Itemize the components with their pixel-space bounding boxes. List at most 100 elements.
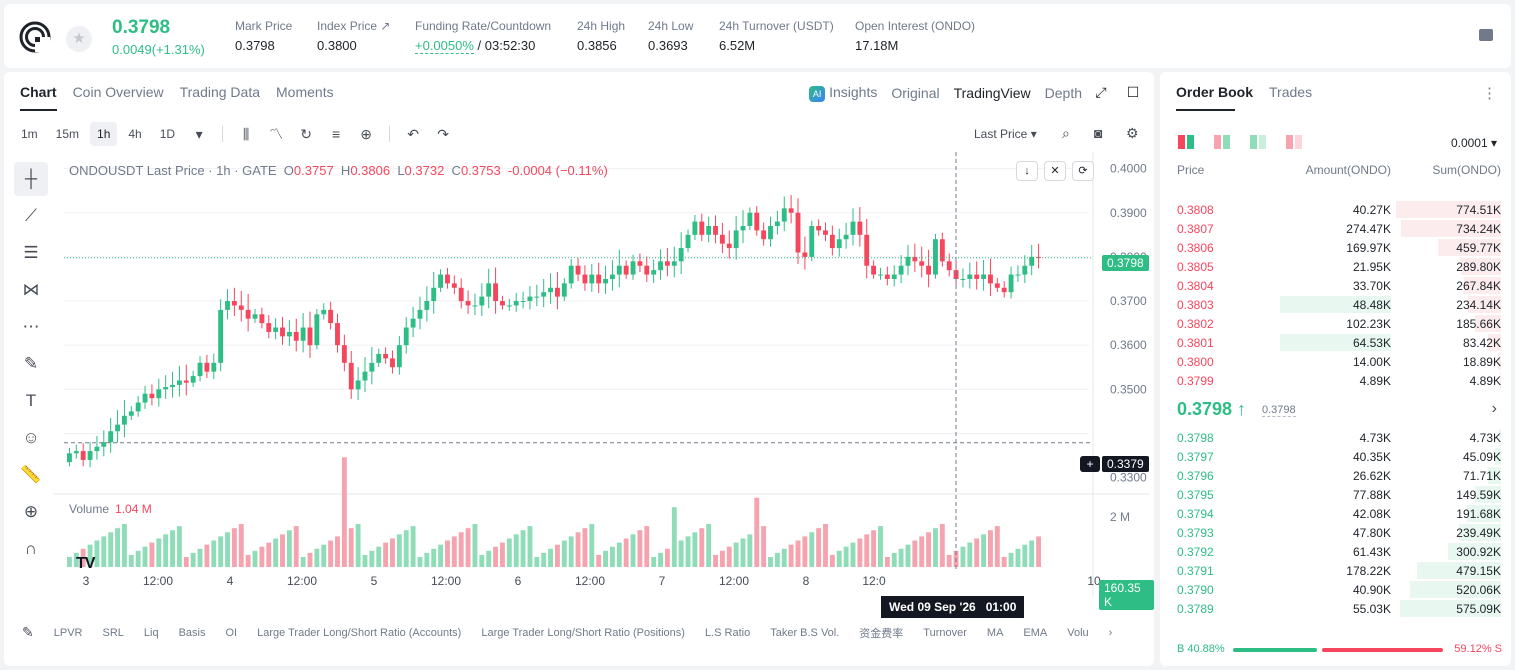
indicator-ema[interactable]: EMA — [1023, 626, 1048, 639]
tab-depth[interactable]: Depth — [1044, 85, 1082, 101]
tab-trades[interactable]: Trades — [1269, 84, 1313, 100]
ask-row[interactable]: 0.3802 102.23K 185.66K — [1160, 314, 1511, 333]
indicator-srl[interactable]: SRL — [102, 626, 124, 639]
timeframe-1h[interactable]: 1h — [90, 122, 118, 146]
undo-icon[interactable]: ↶ — [407, 125, 419, 142]
ask-row[interactable]: 0.3804 33.70K 267.84K — [1160, 276, 1511, 295]
collapse-button[interactable]: ✕ — [1044, 161, 1066, 181]
crosshair-icon[interactable]: ┼ — [14, 162, 48, 196]
tab-insights[interactable]: AI Insights — [809, 84, 877, 102]
redo-icon[interactable]: ↷ — [437, 125, 449, 142]
ask-row[interactable]: 0.3808 40.27K 774.51K — [1160, 200, 1511, 219]
favorite-star-icon[interactable]: ★ — [66, 26, 92, 52]
indicator-turnover[interactable]: Turnover — [923, 626, 967, 639]
bid-row[interactable]: 0.3792 61.43K 300.92K — [1160, 542, 1511, 561]
chevron-right-icon[interactable]: › — [1491, 400, 1497, 417]
layout-asks-icon[interactable] — [1286, 135, 1302, 149]
indicator-taker-vol[interactable]: Taker B.S Vol. — [770, 626, 840, 639]
tab-original[interactable]: Original — [891, 85, 940, 101]
bid-row[interactable]: 0.3789 55.03K 575.09K — [1160, 599, 1511, 618]
camera-icon[interactable]: ◙ — [1094, 125, 1103, 141]
magnet-icon[interactable]: ∩ — [24, 539, 38, 558]
candle-body — [225, 301, 230, 310]
notes-icon[interactable] — [1479, 29, 1493, 41]
expand-icon[interactable]: ⤢ — [1095, 84, 1107, 100]
tab-moments[interactable]: Moments — [276, 84, 334, 100]
more-menu-icon[interactable]: ⋮ — [1482, 85, 1497, 102]
indicator-lt-accounts[interactable]: Large Trader Long/Short Ratio (Accounts) — [257, 626, 462, 639]
search-icon[interactable]: ⌕ — [1062, 125, 1070, 141]
layout-both-icon[interactable] — [1178, 135, 1194, 149]
fib-icon[interactable]: ⋯ — [22, 317, 40, 336]
pattern-icon[interactable]: ⋈ — [22, 280, 40, 299]
indicator-funding-rate[interactable]: 资金费率 — [859, 627, 904, 640]
bid-row[interactable]: 0.3794 42.08K 191.68K — [1160, 504, 1511, 523]
bid-row[interactable]: 0.3798 4.73K 4.73K — [1160, 428, 1511, 447]
time-tick-label: 12:00 — [287, 574, 317, 588]
ask-row[interactable]: 0.3801 64.53K 83.42K — [1160, 333, 1511, 352]
bid-row[interactable]: 0.3790 40.90K 520.06K — [1160, 580, 1511, 599]
timeframe-1d[interactable]: 1D — [159, 127, 176, 141]
volume-bar — [685, 536, 691, 567]
horizontal-lines-icon[interactable]: ☰ — [23, 243, 39, 262]
scroll-down-button[interactable]: ↓ — [1016, 161, 1038, 181]
indicator-oi[interactable]: OI — [225, 626, 238, 639]
timeframe-15m[interactable]: 15m — [55, 127, 80, 141]
depth-bar — [1400, 600, 1501, 617]
indicator-ls-ratio[interactable]: L.S Ratio — [704, 626, 751, 639]
fullscreen-square-icon[interactable]: ☐ — [1126, 84, 1140, 100]
ask-row[interactable]: 0.3806 169.97K 459.77K — [1160, 238, 1511, 257]
bid-row[interactable]: 0.3796 26.62K 71.71K — [1160, 466, 1511, 485]
bid-row[interactable]: 0.3797 40.35K 45.09K — [1160, 447, 1511, 466]
indicator-liq[interactable]: Liq — [143, 626, 159, 639]
timeframe-dropdown-icon[interactable]: ▾ — [195, 125, 203, 142]
brush-icon[interactable]: ✎ — [23, 354, 39, 373]
stat-index-price[interactable]: Index Price ↗ 0.3800 — [317, 19, 391, 53]
volume-bar — [280, 534, 285, 567]
price-source-select[interactable]: Last Price ▾ — [974, 127, 1037, 141]
timeframe-1m[interactable]: 1m — [21, 127, 38, 141]
refresh-button[interactable]: ⟳ — [1072, 161, 1094, 181]
layout-split-icon[interactable] — [1214, 135, 1230, 149]
indicator-volume[interactable]: Volu — [1067, 626, 1089, 639]
ask-row[interactable]: 0.3803 48.48K 234.14K — [1160, 295, 1511, 314]
tab-trading-data[interactable]: Trading Data — [179, 84, 261, 100]
ask-row[interactable]: 0.3799 4.89K 4.89K — [1160, 371, 1511, 390]
precision-select[interactable]: 0.0001 ▾ — [1450, 136, 1497, 150]
edit-pen-icon[interactable]: ✎ — [22, 624, 34, 640]
chevron-right-icon[interactable]: › — [1108, 626, 1113, 639]
indicator-lpvr[interactable]: LPVR — [53, 626, 83, 639]
add-indicator-icon[interactable]: ⊕ — [360, 125, 372, 142]
tab-tradingview[interactable]: TradingView — [953, 85, 1031, 101]
bid-row[interactable]: 0.3791 178.22K 479.15K — [1160, 561, 1511, 580]
tab-chart[interactable]: Chart — [20, 84, 57, 111]
zoom-in-icon[interactable]: ⊕ — [23, 502, 39, 521]
ask-row[interactable]: 0.3807 274.47K 734.24K — [1160, 219, 1511, 238]
emoji-icon[interactable]: ☺ — [22, 428, 40, 447]
ask-row[interactable]: 0.3805 21.95K 289.80K — [1160, 257, 1511, 276]
bid-price: 0.3792 — [1177, 545, 1214, 559]
trend-line-icon[interactable]: ⟋ — [25, 206, 37, 225]
indicator-lt-positions[interactable]: Large Trader Long/Short Ratio (Positions… — [481, 626, 685, 639]
indicator-basis[interactable]: Basis — [178, 626, 206, 639]
bid-row[interactable]: 0.3793 47.80K 239.49K — [1160, 523, 1511, 542]
price-chart[interactable]: 0.40000.39000.38000.37000.36000.35000.33… — [54, 152, 1149, 597]
ask-row[interactable]: 0.3800 14.00K 18.89K — [1160, 352, 1511, 371]
text-tool-icon[interactable]: T — [25, 391, 37, 410]
candle-body — [994, 283, 1000, 288]
bid-row[interactable]: 0.3795 77.88K 149.59K — [1160, 485, 1511, 504]
indicators-icon[interactable]: 〽 — [269, 126, 284, 142]
replay-icon[interactable]: ↻ — [300, 125, 312, 142]
timeframe-4h[interactable]: 4h — [128, 127, 142, 141]
tab-order-book[interactable]: Order Book — [1176, 84, 1254, 111]
layout-bids-icon[interactable] — [1250, 135, 1266, 149]
candle-body — [692, 221, 698, 235]
add-alert-icon[interactable]: + — [1080, 456, 1100, 472]
ruler-icon[interactable]: 📏 — [20, 465, 42, 484]
tab-coin-overview[interactable]: Coin Overview — [72, 84, 164, 100]
stat-funding-rate[interactable]: Funding Rate/Countdown +0.0050% / 03:52:… — [415, 19, 552, 54]
templates-icon[interactable]: ≡ — [331, 126, 341, 142]
candle-type-icon[interactable]: ⫼ — [242, 125, 250, 142]
settings-gear-icon[interactable]: ⚙ — [1126, 125, 1139, 141]
indicator-ma[interactable]: MA — [986, 626, 1004, 639]
